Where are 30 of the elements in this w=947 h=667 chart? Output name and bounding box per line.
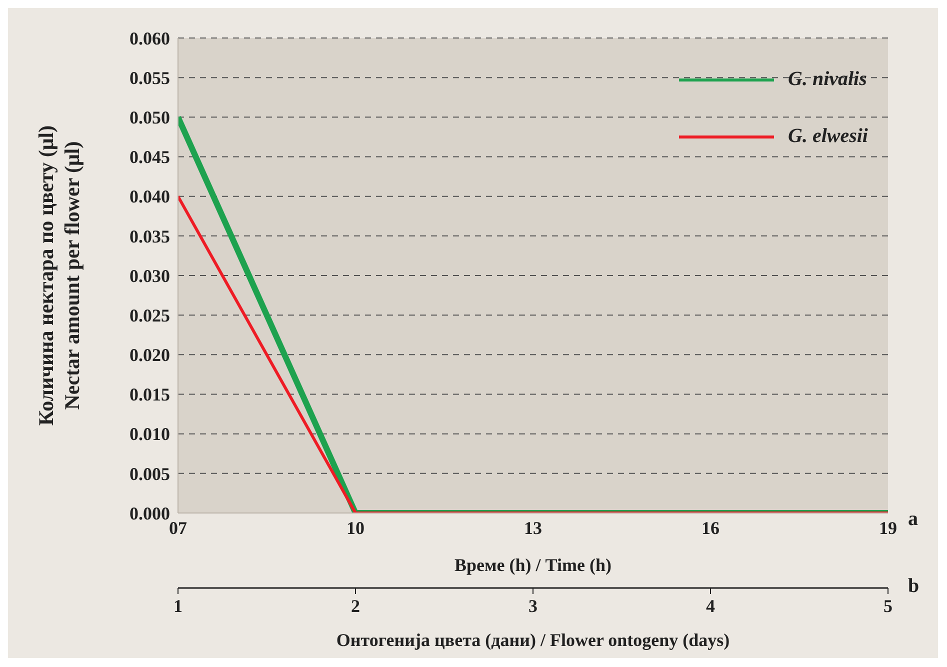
x-tick-label: 16: [702, 518, 720, 538]
x-tick-label: 07: [169, 518, 187, 538]
legend-label: G. elwesii: [788, 125, 868, 148]
y-tick-label: 0.040: [130, 186, 170, 207]
x2-tick-label: 3: [528, 596, 538, 616]
y-tick-label: 0.050: [130, 108, 170, 128]
x2-tick-label: 1: [174, 596, 182, 616]
legend-label: G. nivalis: [788, 68, 867, 91]
y-tick-label: 0.030: [130, 266, 170, 286]
x-tick-label: 10: [346, 518, 364, 538]
y-tick-label: 0.055: [130, 68, 170, 88]
x-tick-label: 19: [879, 518, 897, 538]
y-tick-label: 0.035: [130, 226, 170, 246]
y-tick-label: 0.020: [130, 345, 170, 366]
y-tick-label: 0.005: [130, 464, 170, 484]
y-tick-label: 0.000: [130, 503, 170, 524]
y-tick-label: 0.015: [130, 384, 170, 405]
x2-tick-label: 4: [706, 596, 715, 616]
x-tick-label: 13: [524, 518, 542, 538]
y-tick-label: 0.010: [130, 424, 170, 444]
text: a: [908, 508, 918, 531]
x2-tick-label: 5: [884, 596, 892, 616]
x2-axis-title: Онтогенија цвета (дани) / Flower ontogeny (days): [336, 630, 730, 650]
y-tick-label: 0.060: [130, 28, 170, 48]
x-axis-title: Време (h) / Time (h): [454, 555, 612, 575]
y-axis-title: Количина нектара по цвету (μl) Nectar amount per flower (μl): [34, 125, 84, 426]
y-tick-label: 0.045: [130, 147, 170, 168]
text: b: [908, 575, 920, 598]
x2-tick-label: 2: [351, 596, 360, 616]
y-tick-label: 0.025: [130, 305, 170, 326]
